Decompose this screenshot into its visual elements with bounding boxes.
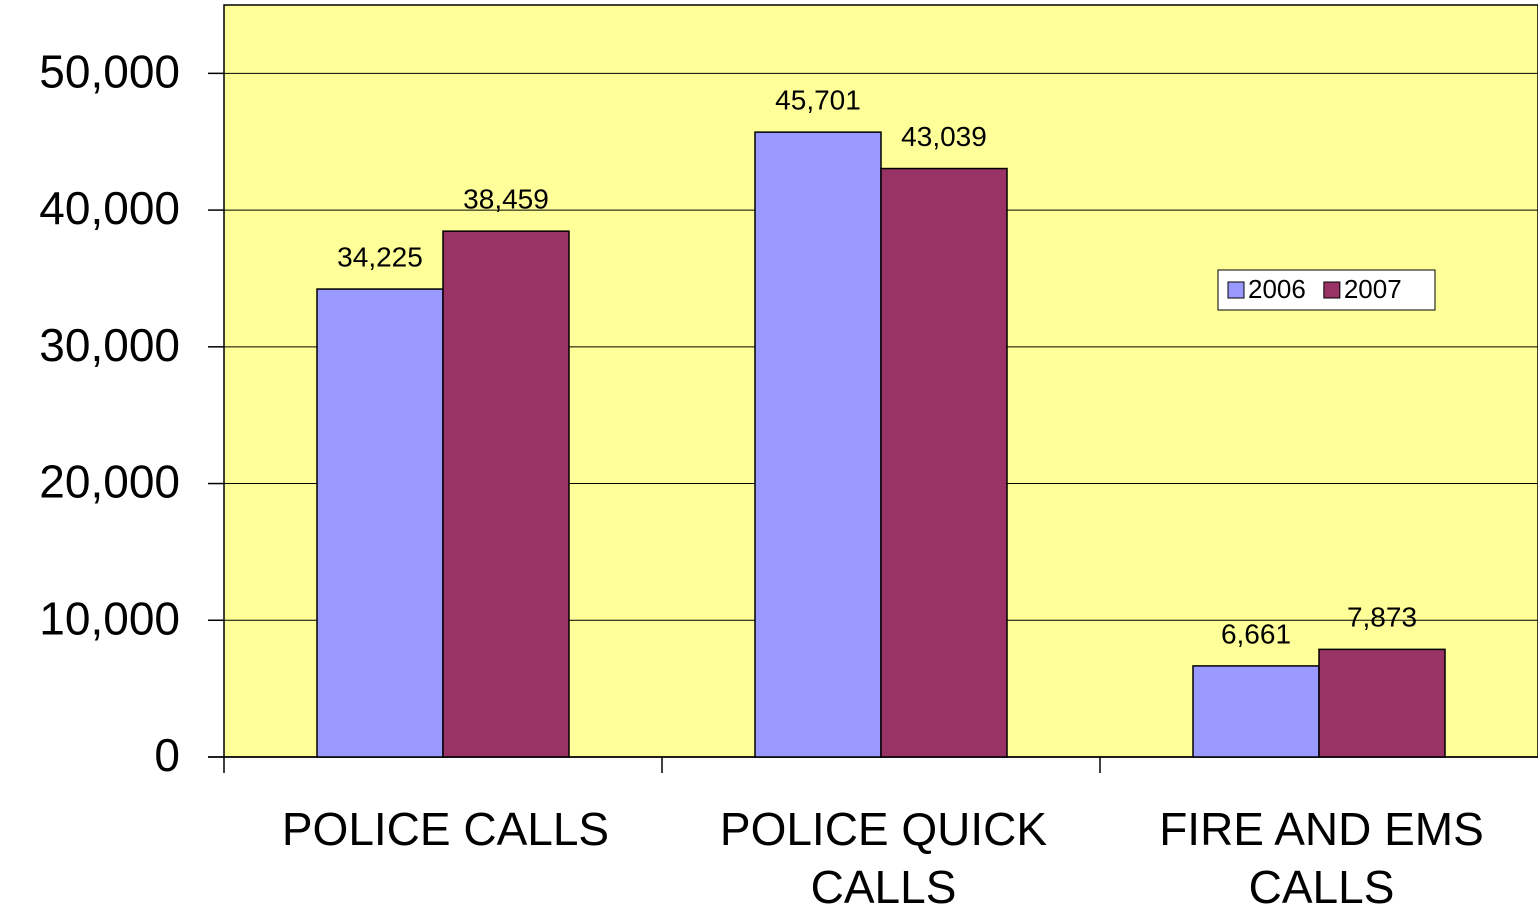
bar <box>1318 648 1446 758</box>
legend-label: 2007 <box>1344 274 1402 304</box>
y-tick-label: 0 <box>154 729 180 781</box>
data-label: 43,039 <box>901 121 987 152</box>
data-label: 38,459 <box>463 184 549 215</box>
y-tick-label: 30,000 <box>39 319 180 371</box>
data-label: 34,225 <box>337 241 423 272</box>
bar <box>442 230 570 758</box>
data-label: 45,701 <box>775 85 861 116</box>
data-label: 7,873 <box>1347 602 1417 633</box>
x-tick-label: POLICE QUICK CALLS <box>719 803 1048 913</box>
bar <box>880 167 1008 758</box>
x-tick-label: POLICE CALLS <box>281 803 610 855</box>
legend-swatch <box>1227 281 1245 299</box>
legend-swatch <box>1323 281 1341 299</box>
bar <box>316 288 444 758</box>
y-tick-label: 20,000 <box>39 456 180 508</box>
y-tick-label: 40,000 <box>39 182 180 234</box>
bar <box>754 131 882 758</box>
data-label: 6,661 <box>1221 618 1291 649</box>
legend-label: 2006 <box>1248 274 1306 304</box>
x-tick-label: FIRE AND EMS CALLS <box>1159 803 1484 913</box>
y-tick-label: 10,000 <box>39 592 180 644</box>
bar <box>1192 665 1320 758</box>
y-tick-label: 50,000 <box>39 46 180 98</box>
